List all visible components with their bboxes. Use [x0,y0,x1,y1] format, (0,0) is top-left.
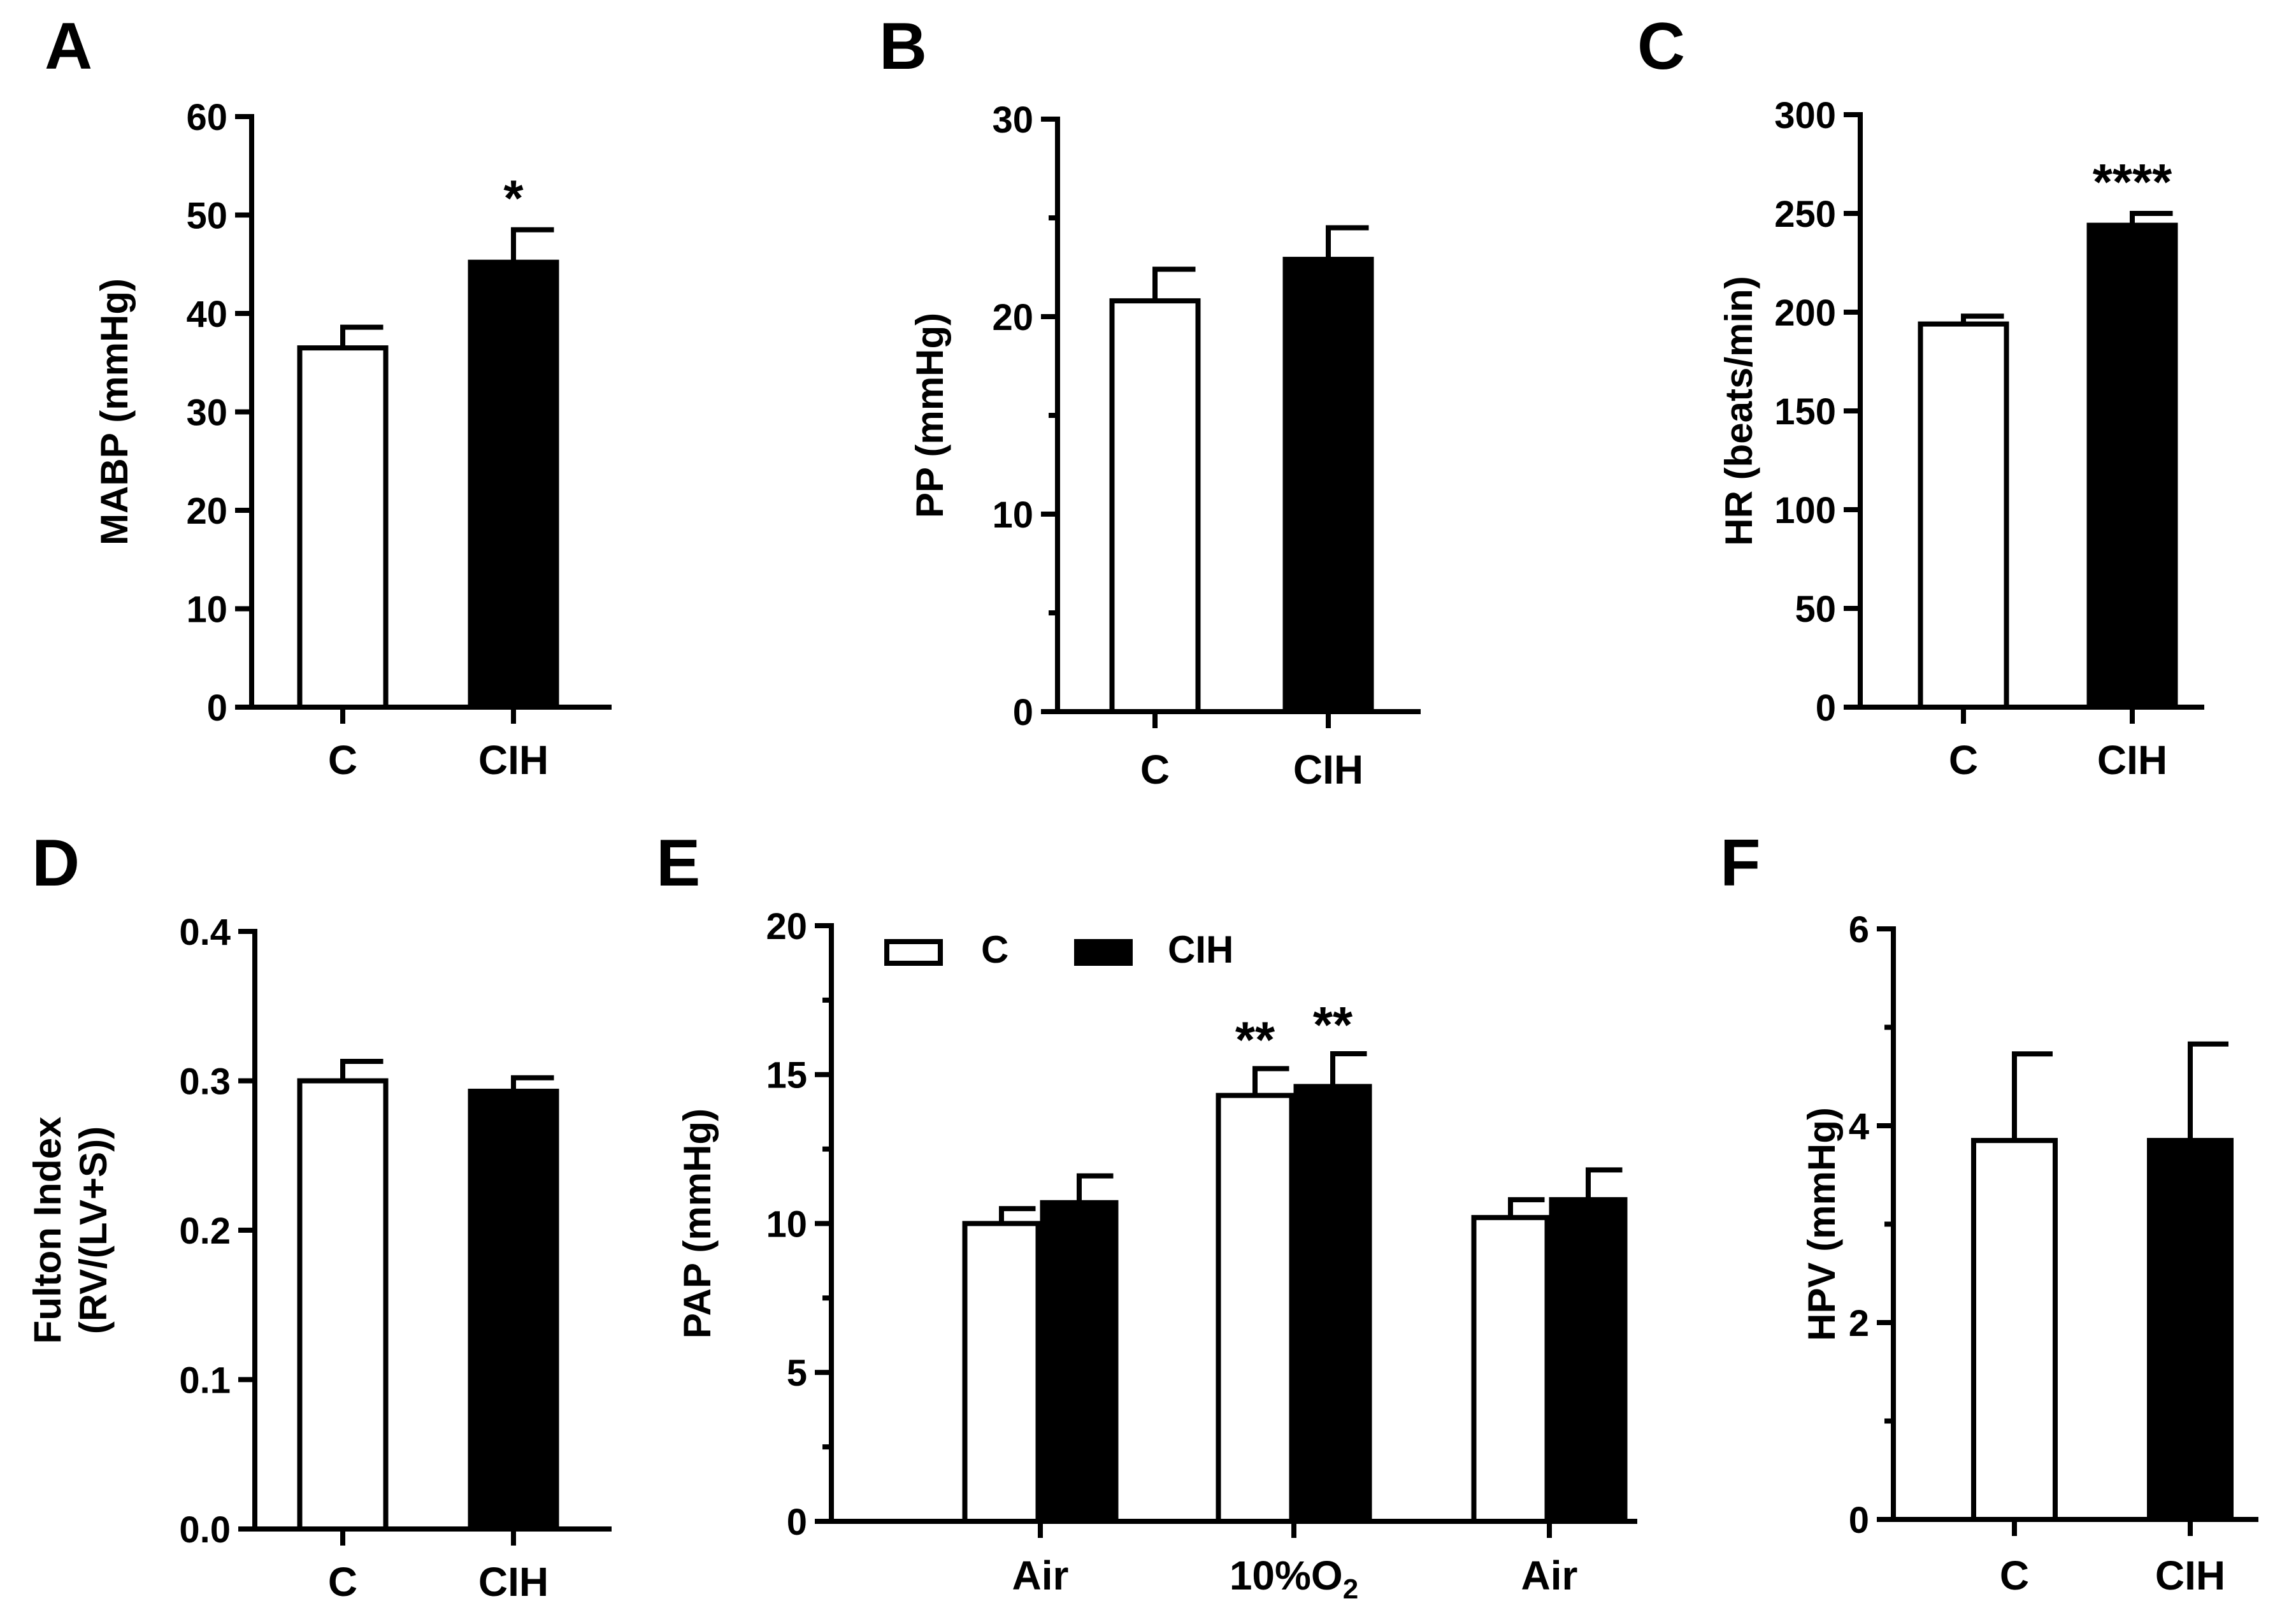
x-tick-label-main: 10%O [1230,1553,1343,1598]
y-tick-label: 0 [787,1502,807,1543]
y-tick-label: 0.0 [179,1509,231,1551]
panel-letter-c: C [1637,10,1685,83]
x-tick-label-subscript: 2 [1343,1574,1358,1605]
legend-label-c: C [981,928,1008,971]
x-tick-label: CIH [2097,737,2167,783]
x-tick-label: CIH [2155,1553,2225,1598]
x-tick-label: Air [1012,1553,1069,1598]
y-tick-label: 5 [787,1353,807,1394]
y-tick-label: 0 [1816,687,1836,729]
y-tick-label: 10 [766,1203,807,1245]
x-tick-label-main: Air [1521,1553,1578,1598]
y-tick-label: 20 [992,297,1033,338]
x-tick-label: C [2000,1553,2029,1598]
legend-swatch-cih [1074,939,1133,966]
legend: C CIH [884,928,1233,971]
y-axis-label: MABP (mmHg) [93,278,136,545]
panel-letter-d: D [32,826,80,900]
y-tick-label: 20 [766,906,807,947]
y-tick-label: 150 [1774,391,1836,433]
y-tick-label: 20 [186,491,227,532]
bar-c [297,1078,389,1532]
legend-label-cih: CIH [1168,928,1233,971]
bar-cih-2 [1549,1197,1628,1524]
y-axis-panel-f: 0 2 4 6 HPV (mmHg) [1800,909,1896,1541]
x-tick-label: 10%O2 [1230,1553,1358,1605]
y-tick-label: 10 [992,494,1033,536]
y-tick-label: 0 [1013,692,1033,733]
bar-cih [1282,257,1374,715]
y-tick-label: 30 [186,392,227,433]
y-axis-label: HPV (mmHg) [1800,1107,1843,1341]
y-axis-label-line: (RV/(LV+S)) [72,1126,115,1334]
x-tick-label: Air [1521,1553,1578,1598]
y-axis-panel-e: 0 5 10 15 20 PAP (mmHg) [676,906,834,1543]
bar-cih-0 [1040,1200,1119,1525]
y-tick-label: 4 [1849,1106,1869,1147]
bar-c-2 [1471,1215,1550,1525]
x-tick-label: CIH [478,737,549,783]
bar-c [297,345,389,710]
x-tick-label: C [328,1559,357,1605]
y-axis-panel-a: 0 10 20 30 40 50 60 MABP (mmHg) [93,97,254,729]
y-tick-label: 0.1 [179,1360,231,1401]
bar-c [1918,321,2009,710]
bar-cih-1 [1293,1084,1372,1524]
bar-cih [2147,1138,2234,1523]
significance-label: * [503,170,524,227]
y-tick-label: 250 [1774,194,1836,235]
y-axis-panel-d: 0.0 0.1 0.2 0.3 0.4 Fulton Index(RV/(LV+S)) [26,912,257,1551]
y-tick-label: 50 [186,195,227,236]
y-tick-label: 100 [1774,490,1836,531]
panel-letter-a: A [45,10,92,83]
y-tick-label: 0 [1849,1500,1869,1541]
y-tick-label: 6 [1849,909,1869,951]
y-tick-label: 50 [1795,589,1836,630]
panel-letter-e: E [656,826,700,900]
bar-c-1 [1216,1093,1295,1524]
y-tick-label: 30 [992,99,1033,141]
panel-letter-b: B [879,10,927,83]
y-tick-label: 10 [186,589,227,630]
panel-letter-f: F [1720,826,1761,900]
bar-cih [2086,222,2178,710]
significance-label: ** [1235,1011,1275,1068]
y-tick-label: 200 [1774,292,1836,334]
x-tick-label: C [1140,747,1170,793]
bar-c [1971,1138,2058,1523]
x-tick-label-main: Air [1012,1553,1069,1598]
x-tick-label: C [1949,737,1978,783]
y-tick-label: 15 [766,1055,807,1096]
y-axis-label: PAP (mmHg) [676,1109,719,1339]
y-tick-label: 0 [207,687,227,729]
x-tick-label: C [328,737,357,783]
bar-cih [468,1088,559,1532]
y-tick-label: 0.3 [179,1061,231,1102]
y-axis-label: Fulton Index(RV/(LV+S)) [26,1117,115,1344]
y-tick-label: 40 [186,294,227,335]
bar-c-0 [962,1221,1041,1524]
y-axis-label: HR (beats/min) [1718,276,1760,545]
y-tick-label: 300 [1774,95,1836,136]
x-tick-label: CIH [1293,747,1363,793]
bar-cih [468,259,559,710]
bar-c [1109,298,1201,714]
y-tick-label: 0.4 [179,912,231,953]
y-tick-label: 0.2 [179,1210,231,1252]
y-tick-label: 2 [1849,1303,1869,1344]
significance-label: **** [2093,154,2172,210]
y-axis-panel-b: 0 10 20 30 PP (mmHg) [908,99,1060,733]
y-axis-label: PP (mmHg) [908,313,951,518]
significance-label: ** [1313,996,1353,1053]
x-tick-label: CIH [478,1559,549,1605]
y-axis-label-line: Fulton Index [26,1117,69,1344]
y-axis-panel-c: 0 50 100 150 200 250 300 HR (beats/min) [1718,95,1863,729]
legend-swatch-c [884,939,943,966]
y-tick-label: 60 [186,97,227,138]
